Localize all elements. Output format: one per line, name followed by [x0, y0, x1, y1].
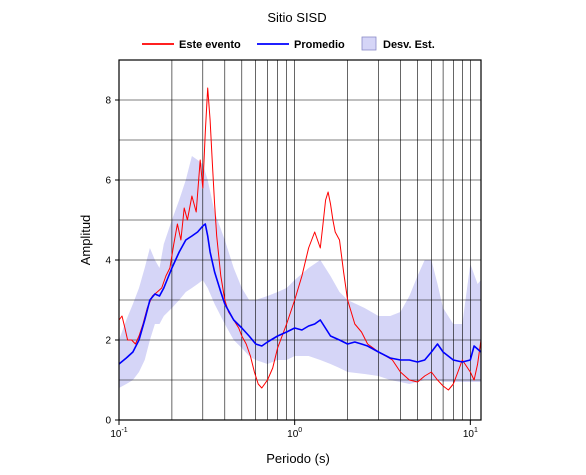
- y-tick-label: 8: [105, 96, 111, 107]
- series-line-promedio: [118, 223, 482, 365]
- std-dev-band: [119, 156, 481, 388]
- x-tick-label: 10-1: [110, 427, 127, 440]
- chart-title: Sitio SISD: [267, 10, 326, 25]
- legend-label-1: Promedio: [294, 39, 345, 51]
- x-tick-label: 100: [287, 427, 302, 440]
- x-axis-label: Periodo (s): [266, 451, 330, 466]
- y-axis-label: Amplitud: [78, 215, 93, 266]
- legend: Este evento Promedio Desv. Est.: [142, 36, 435, 51]
- y-tick-label: 0: [105, 416, 111, 427]
- x-tick-label: 101: [463, 427, 478, 440]
- y-tick-label: 4: [105, 256, 111, 267]
- legend-swatch-2: [361, 36, 377, 51]
- y-tick-label: 6: [105, 176, 111, 187]
- plot-area: 0 2 4 6 8 10-1 100 101: [105, 59, 482, 440]
- legend-label-0: Este evento: [179, 39, 241, 51]
- series-line-este-evento: [118, 87, 482, 391]
- legend-label-2: Desv. Est.: [383, 39, 435, 51]
- plot-frame: [118, 59, 482, 421]
- y-tick-label: 2: [105, 336, 111, 347]
